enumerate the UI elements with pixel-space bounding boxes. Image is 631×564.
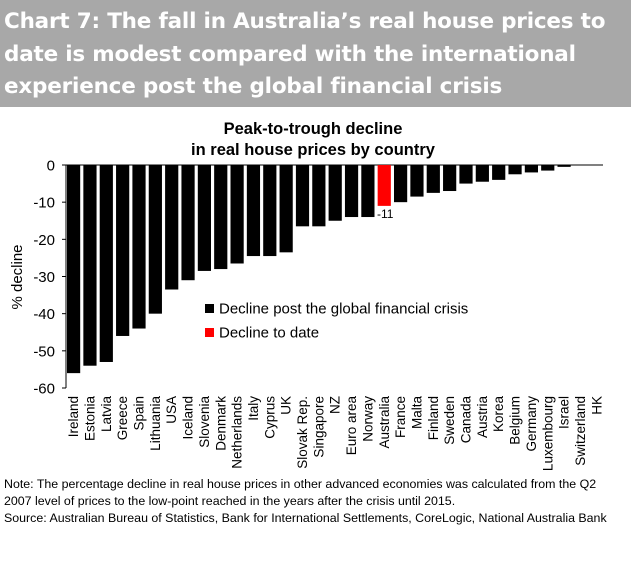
data-label-australia: -11 [377, 207, 394, 221]
source-text: Source: Australian Bureau of Statistics,… [4, 511, 607, 526]
x-tick-label-uk: UK [279, 396, 294, 415]
x-tick-label-sweden: Sweden [442, 396, 457, 445]
x-tick-label-euro-area: Euro area [344, 396, 359, 456]
x-tick-label-greece: Greece [115, 396, 130, 440]
bar-norway [361, 165, 375, 218]
bar-germany [524, 165, 538, 173]
bar-netherlands [230, 165, 244, 264]
x-tick-label-iceland: Iceland [181, 396, 196, 440]
y-tick-label: -30 [33, 269, 55, 286]
chart-heading: Chart 7: The fall in Australia’s real ho… [4, 9, 606, 99]
x-tick-label-spain: Spain [132, 396, 147, 431]
x-tick-label-italy: Italy [246, 396, 261, 421]
x-tick-label-luxembourg: Luxembourg [540, 396, 555, 471]
bar-cyprus [263, 165, 277, 257]
x-tick-label-ireland: Ireland [66, 396, 81, 437]
bar-korea [492, 165, 506, 180]
x-tick-label-slovak-rep: Slovak Rep. [295, 396, 310, 469]
x-tick-label-germany: Germany [524, 396, 539, 452]
bar-iceland [181, 165, 195, 281]
x-tick-label-netherlands: Netherlands [230, 396, 245, 469]
bar-chart: Peak-to-trough decline in real house pri… [9, 120, 604, 471]
bar-austria [475, 165, 489, 182]
bar-israel [557, 165, 571, 167]
bar-canada [459, 165, 473, 184]
y-tick-label: -40 [33, 306, 55, 323]
x-tick-label-belgium: Belgium [508, 396, 523, 445]
bar-france [394, 165, 408, 203]
chart-header: Chart 7: The fall in Australia’s real ho… [0, 0, 631, 107]
x-tick-label-israel: Israel [557, 396, 572, 429]
bar-denmark [214, 165, 228, 270]
bar-australia [377, 165, 391, 206]
note-text: Note: The percentage decline in real hou… [4, 477, 597, 509]
x-tick-label-france: France [393, 396, 408, 438]
x-tick-label-cyprus: Cyprus [262, 396, 277, 439]
y-tick-label: -20 [33, 232, 55, 249]
x-tick-label-canada: Canada [459, 396, 474, 444]
y-axis-label: % decline [9, 244, 26, 309]
x-tick-label-malta: Malta [409, 396, 424, 430]
x-tick-label-slovenia: Slovenia [197, 396, 212, 448]
bar-greece [116, 165, 130, 336]
bar-slovak-rep [295, 165, 310, 227]
x-tick-label-korea: Korea [491, 396, 506, 433]
y-tick-label: -50 [33, 343, 55, 360]
x-tick-label-estonia: Estonia [82, 396, 97, 442]
bar-nz [328, 165, 342, 221]
x-tick-label-nz: NZ [328, 396, 343, 414]
bar-italy [246, 165, 261, 257]
x-tick-label-finland: Finland [426, 396, 441, 440]
y-tick-label: 0 [47, 158, 55, 175]
bar-malta [410, 165, 424, 197]
bar-finland [426, 165, 440, 193]
y-tick-label: -10 [33, 195, 55, 212]
legend-swatch-gfc [205, 304, 214, 313]
x-tick-label-latvia: Latvia [99, 396, 114, 433]
chart-title-line-1: Peak-to-trough decline [224, 120, 403, 138]
x-tick-label-australia: Australia [377, 396, 392, 449]
bar-uk [279, 165, 293, 253]
bar-euro-area [344, 165, 359, 218]
chart-title-line-2: in real house prices by country [191, 141, 436, 159]
bar-ireland [67, 165, 81, 374]
bar-spain [132, 165, 146, 329]
x-tick-label-switzerland: Switzerland [573, 396, 588, 466]
x-tick-label-usa: USA [164, 396, 179, 424]
x-tick-label-lithuania: Lithuania [148, 396, 163, 451]
legend-label-to-date: Decline to date [219, 325, 319, 342]
bar-lithuania [148, 165, 162, 314]
x-tick-label-austria: Austria [475, 396, 490, 439]
chart-note: Note: The percentage decline in real hou… [4, 476, 626, 528]
bar-latvia [99, 165, 113, 362]
x-tick-label-norway: Norway [360, 396, 375, 442]
bar-estonia [83, 165, 97, 366]
bar-luxembourg [541, 165, 555, 171]
legend-label-gfc: Decline post the global financial crisis [219, 301, 468, 318]
legend-swatch-to-date [205, 328, 214, 337]
x-tick-label-singapore: Singapore [311, 396, 326, 458]
bar-usa [165, 165, 179, 290]
bar-belgium [508, 165, 522, 175]
bar-slovenia [197, 165, 211, 271]
x-tick-label-denmark: Denmark [213, 396, 228, 451]
y-tick-label: -60 [33, 381, 55, 398]
bar-singapore [312, 165, 326, 227]
x-tick-label-hk: HK [589, 396, 604, 415]
bar-sweden [443, 165, 457, 192]
